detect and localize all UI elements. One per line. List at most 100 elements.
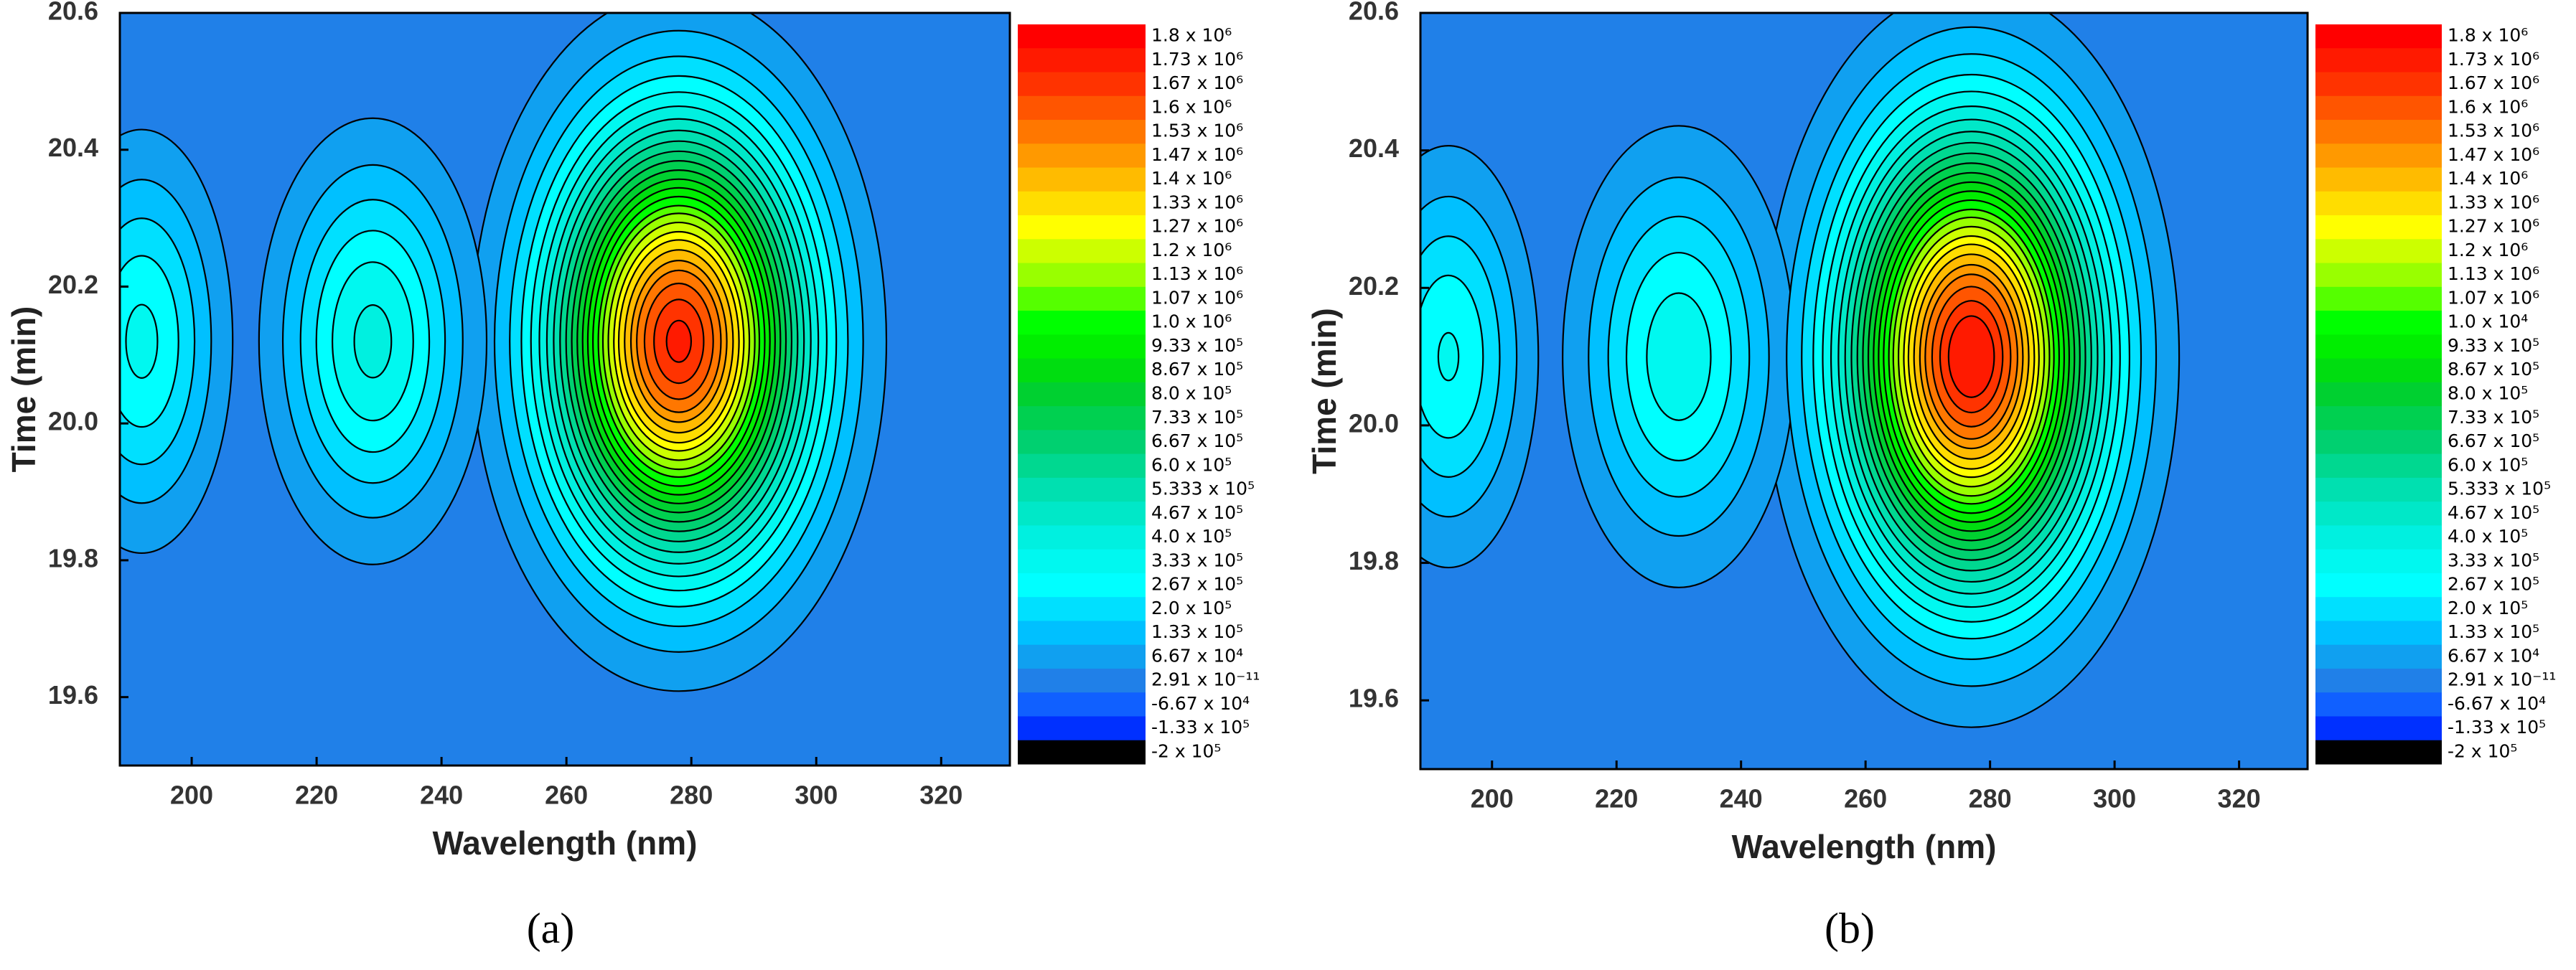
colorbar-band [2315, 239, 2442, 264]
colorbar-label: -6.67 x 10⁴ [1151, 693, 1250, 714]
x-tick-label: 320 [2218, 784, 2261, 814]
colorbar-label: 1.47 x 10⁶ [1151, 144, 1243, 165]
colorbar-band [2315, 263, 2442, 288]
colorbar-label: 3.33 x 10⁵ [1151, 550, 1243, 570]
colorbar-band [1018, 692, 1146, 717]
y-tick-label: 19.8 [48, 543, 98, 573]
colorbar-label: 1.13 x 10⁶ [2448, 263, 2539, 284]
colorbar-label: 4.0 x 10⁵ [2448, 526, 2528, 547]
colorbar-label: 1.47 x 10⁶ [2448, 144, 2539, 165]
y-axis-label: Time (min) [1306, 308, 1343, 474]
colorbar-label: 1.67 x 10⁶ [2448, 72, 2539, 93]
colorbar-label: 1.0 x 10⁶ [1151, 311, 1232, 332]
colorbar-label: 2.91 x 10⁻¹¹ [2448, 669, 2556, 690]
colorbar-label: 6.67 x 10⁵ [1151, 430, 1243, 451]
panel-label: (b) [1825, 905, 1875, 952]
colorbar-label: 9.33 x 10⁵ [2448, 335, 2539, 356]
x-tick-label: 240 [1720, 784, 1763, 814]
colorbar-band [1018, 215, 1146, 240]
colorbar-band [1018, 573, 1146, 598]
colorbar-band [2315, 143, 2442, 169]
colorbar-label: 1.2 x 10⁶ [2448, 240, 2528, 260]
colorbar-band [2315, 716, 2442, 741]
colorbar-band [1018, 597, 1146, 621]
colorbar-band [1018, 406, 1146, 430]
colorbar-band [2315, 72, 2442, 97]
x-tick-label: 300 [795, 781, 838, 810]
y-axis-label: Time (min) [5, 306, 42, 473]
y-tick-label: 20.2 [1349, 271, 1399, 301]
x-tick-label: 260 [545, 781, 588, 810]
colorbar-band [1018, 740, 1146, 765]
panel-label: (a) [527, 905, 575, 952]
colorbar-label: 5.333 x 10⁵ [2448, 479, 2551, 499]
colorbar-band [2315, 502, 2442, 526]
colorbar-band [1018, 143, 1146, 169]
plot-frame [118, 11, 1011, 767]
colorbar-label: 1.33 x 10⁶ [2448, 192, 2539, 212]
x-tick-label: 200 [170, 781, 213, 810]
contour-region [665, 319, 693, 363]
y-tick-label: 20.0 [48, 407, 98, 436]
colorbar-label: 9.33 x 10⁵ [1151, 335, 1243, 356]
y-tick-label: 20.4 [1349, 133, 1399, 163]
colorbar-label: 1.4 x 10⁶ [2448, 168, 2528, 189]
x-tick-label: 220 [1595, 784, 1638, 814]
colorbar-label: 1.07 x 10⁶ [1151, 287, 1243, 308]
colorbar-label: 2.91 x 10⁻¹¹ [1151, 669, 1260, 690]
colorbar-label: 2.0 x 10⁵ [1151, 598, 1232, 618]
colorbar-band [1018, 358, 1146, 383]
colorbar-band [1018, 191, 1146, 216]
colorbar-band [1018, 668, 1146, 693]
colorbar-band [1018, 453, 1146, 479]
x-tick-label: 200 [1471, 784, 1514, 814]
colorbar-label: -1.33 x 10⁵ [2448, 717, 2546, 738]
colorbar-band [2315, 24, 2442, 49]
colorbar-label: 1.27 x 10⁶ [1151, 216, 1243, 237]
colorbar-band [1018, 716, 1146, 741]
colorbar-label: 7.33 x 10⁵ [1151, 407, 1243, 428]
colorbar-label: 1.2 x 10⁶ [1151, 240, 1232, 260]
colorbar-label: 1.4 x 10⁶ [1151, 168, 1232, 189]
y-tick-label: 19.6 [48, 680, 98, 710]
colorbar-band [1018, 167, 1146, 192]
colorbar-label: 3.33 x 10⁵ [2448, 550, 2539, 570]
colorbar-band [2315, 692, 2442, 717]
colorbar-band [1018, 525, 1146, 550]
colorbar-label: 1.07 x 10⁶ [2448, 287, 2539, 308]
colorbar-label: 2.67 x 10⁵ [2448, 574, 2539, 595]
colorbar-label: 4.67 x 10⁵ [1151, 502, 1243, 523]
colorbar-band [2315, 382, 2442, 407]
colorbar-label: -2 x 10⁵ [1151, 740, 1221, 761]
colorbar-band [2315, 430, 2442, 455]
colorbar-label: 1.0 x 10⁴ [2448, 311, 2528, 332]
colorbar-band [2315, 406, 2442, 430]
contour-region [353, 304, 393, 379]
colorbar-band [1018, 477, 1146, 502]
colorbar-label: 1.53 x 10⁶ [1151, 121, 1243, 141]
contour-region [1646, 292, 1712, 421]
y-tick-label: 20.0 [1349, 408, 1399, 438]
colorbar-band [1018, 549, 1146, 574]
colorbar-band [1018, 644, 1146, 669]
colorbar-band [2315, 120, 2442, 144]
x-tick-label: 260 [1844, 784, 1887, 814]
colorbar-label: 1.67 x 10⁶ [1151, 72, 1243, 93]
colorbar-band [1018, 24, 1146, 49]
x-axis-label: Wavelength (nm) [1732, 828, 1997, 865]
colorbar-band [2315, 477, 2442, 502]
colorbar-band [2315, 668, 2442, 693]
colorbar-band [2315, 167, 2442, 192]
colorbar-label: 1.6 x 10⁶ [2448, 96, 2528, 117]
x-axis-label: Wavelength (nm) [433, 824, 698, 862]
colorbar-label: 1.33 x 10⁶ [1151, 192, 1243, 212]
contour-field [1420, 13, 2308, 769]
colorbar-band [1018, 311, 1146, 335]
colorbar-label: 2.0 x 10⁵ [2448, 598, 2528, 618]
colorbar-band [2315, 215, 2442, 240]
colorbar-label: 7.33 x 10⁵ [2448, 407, 2539, 428]
x-tick-label: 300 [2093, 784, 2136, 814]
colorbar-label: 1.13 x 10⁶ [1151, 263, 1243, 284]
colorbar-band [2315, 621, 2442, 646]
